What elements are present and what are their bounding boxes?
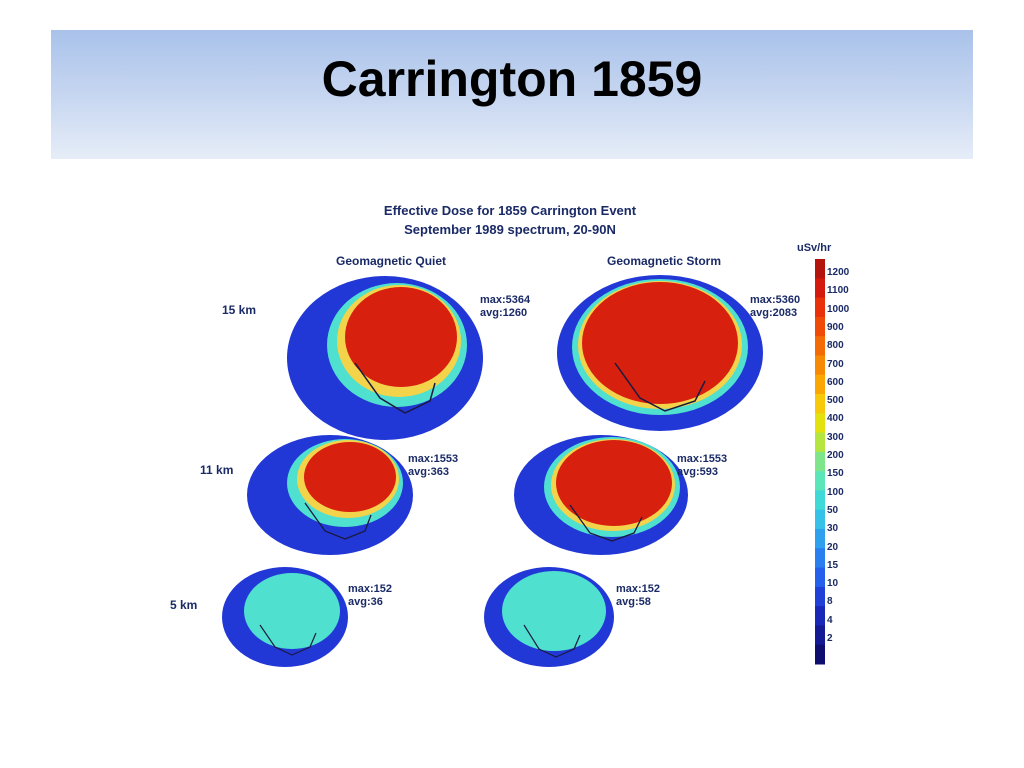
colorbar-segment <box>815 278 825 299</box>
column-label-storm: Geomagnetic Storm <box>607 254 722 268</box>
stat-avg-15km-quiet: avg:1260 <box>480 307 528 319</box>
globe-zone-high <box>345 287 457 387</box>
globe-11km-quiet <box>247 435 413 555</box>
column-label-quiet: Geomagnetic Quiet <box>336 254 447 268</box>
colorbar-tick-label: 150 <box>827 468 844 480</box>
coastline <box>304 502 372 540</box>
colorbar-segment <box>815 548 825 569</box>
globe-zone-high <box>304 442 396 512</box>
colorbar-segment <box>815 374 825 395</box>
altitude-label-11km: 11 km <box>200 463 234 477</box>
globe-zone-high <box>582 282 738 404</box>
colorbar-tick-label: 30 <box>827 523 839 535</box>
colorbar-segment <box>815 490 825 511</box>
colorbar-segment <box>815 606 825 626</box>
colorbar-tick-label: 1000 <box>827 303 850 315</box>
colorbar-tick-label: 20 <box>827 541 839 553</box>
stat-max-15km-quiet: max:5364 <box>480 294 531 306</box>
globe-zone-low <box>502 571 606 651</box>
colorbar-tick-label: 1200 <box>827 267 850 278</box>
colorbar-segment <box>815 471 825 491</box>
altitude-label-15km: 15 km <box>222 303 257 317</box>
stat-avg-5km-quiet: avg:36 <box>348 596 383 608</box>
globe-15km-storm <box>557 275 763 431</box>
stat-max-5km-quiet: max:152 <box>348 583 393 595</box>
colorbar-tick-label: 1100 <box>827 285 849 297</box>
coastline <box>354 362 436 414</box>
figure-title: Effective Dose for 1859 Carrington Event <box>383 203 637 218</box>
colorbar-segment <box>815 625 825 646</box>
title-band: Carrington 1859 <box>51 30 973 159</box>
globe-zone-high <box>556 440 672 526</box>
colorbar-segment <box>815 567 825 588</box>
colorbar-tick-label: 700 <box>827 358 844 370</box>
stat-avg-11km-storm: avg:593 <box>677 466 718 478</box>
colorbar-segment <box>815 355 825 376</box>
globe-15km-quiet <box>287 276 483 440</box>
colorbar-tick-label: 2 <box>827 633 833 644</box>
colorbar-tick-label: 900 <box>827 321 844 333</box>
stat-max-11km-quiet: max:1553 <box>408 453 459 465</box>
colorbar <box>815 259 825 665</box>
coastline <box>569 504 643 542</box>
colorbar-segment <box>815 529 825 549</box>
globe-5km-quiet <box>222 567 348 667</box>
colorbar-tick-label: 300 <box>827 431 844 443</box>
colorbar-segment <box>815 394 825 414</box>
colorbar-segment <box>815 432 825 453</box>
colorbar-tick-label: 15 <box>827 559 839 571</box>
slide-title: Carrington 1859 <box>321 51 703 107</box>
colorbar-tick-label: 200 <box>827 450 844 461</box>
colorbar-segment <box>815 451 825 472</box>
stat-avg-11km-quiet: avg:363 <box>408 466 449 478</box>
colorbar-tick-label: 500 <box>827 395 844 407</box>
stat-avg-15km-storm: avg:2083 <box>750 307 798 319</box>
colorbar-segment <box>815 644 825 665</box>
colorbar-tick-label: 10 <box>827 578 839 590</box>
colorbar-tick-label: 50 <box>827 504 839 516</box>
colorbar-tick-label: 4 <box>827 614 833 626</box>
colorbar-tick-label: 100 <box>827 486 844 498</box>
figure-subtitle: September 1989 spectrum, 20-90N <box>404 222 616 237</box>
coastline <box>614 362 706 412</box>
colorbar-segment <box>815 297 825 318</box>
globe-zone-low <box>244 573 340 649</box>
stat-avg-5km-storm: avg:58 <box>616 596 651 608</box>
colorbar-tick-label: 8 <box>827 596 833 608</box>
colorbar-tick-label: 800 <box>827 340 844 352</box>
colorbar-segment <box>815 316 825 337</box>
globe-11km-storm <box>514 435 688 555</box>
colorbar-segment <box>815 413 825 434</box>
stat-max-15km-storm: max:5360 <box>750 294 801 306</box>
stat-max-11km-storm: max:1553 <box>677 453 728 465</box>
colorbar-tick-label: 400 <box>827 413 844 425</box>
dose-figure: Effective Dose for 1859 Carrington Event… <box>170 195 870 675</box>
colorbar-segment <box>815 509 825 530</box>
colorbar-segment <box>815 336 825 356</box>
stat-max-5km-storm: max:152 <box>616 583 661 595</box>
coastline <box>259 624 317 656</box>
altitude-label-5km: 5 km <box>170 598 198 612</box>
colorbar-segment <box>815 586 825 607</box>
coastline <box>523 624 581 658</box>
colorbar-unit: uSv/hr <box>797 242 832 254</box>
colorbar-tick-label: 600 <box>827 376 844 388</box>
globe-5km-storm <box>484 567 614 667</box>
colorbar-segment <box>815 259 825 279</box>
